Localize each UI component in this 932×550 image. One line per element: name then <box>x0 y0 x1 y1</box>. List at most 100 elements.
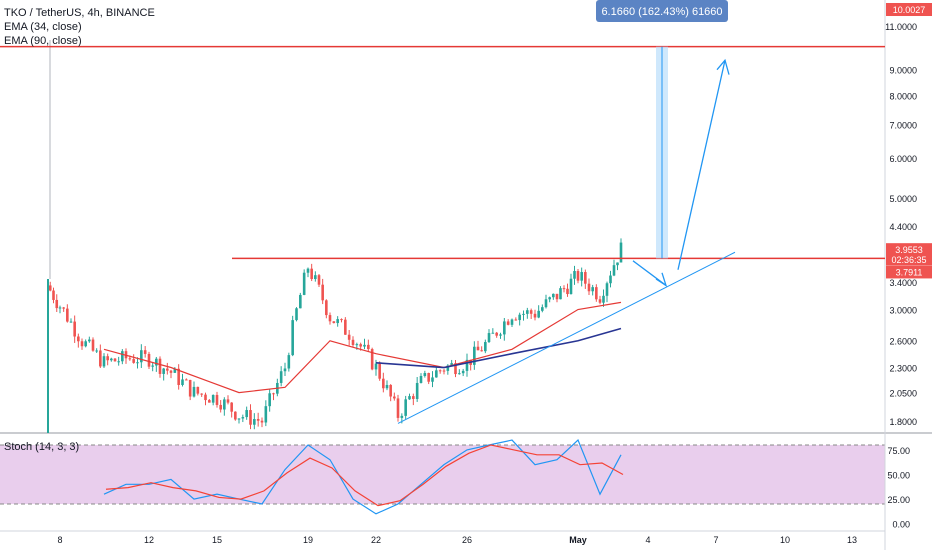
candle-body <box>367 344 370 350</box>
candle-body <box>241 417 245 419</box>
candle-body <box>340 319 343 321</box>
candle-body <box>325 300 328 316</box>
candle-body <box>347 334 351 340</box>
candle-body <box>595 287 598 300</box>
time-tick-label: 8 <box>57 535 62 545</box>
candle-body <box>503 321 506 335</box>
candle-body <box>73 321 76 337</box>
stoch-label[interactable]: Stoch (14, 3, 3) <box>4 441 80 453</box>
candle-body <box>584 272 587 284</box>
candle-body <box>389 384 392 397</box>
price-tick-label: 2.6000 <box>889 337 917 347</box>
ema90-label[interactable]: EMA (90, close) <box>4 35 82 47</box>
symbol-title[interactable]: TKO / TetherUS, 4h, BINANCE <box>4 7 155 19</box>
price-tick-label: 11.0000 <box>885 22 917 32</box>
time-tick-label: 15 <box>212 535 222 545</box>
candle-body <box>396 398 400 418</box>
price-tick-label: 5.0000 <box>889 194 917 204</box>
candle-body <box>427 373 430 382</box>
candle-body <box>62 307 65 309</box>
stoch-tick-label: 25.00 <box>887 495 910 505</box>
candle-body <box>591 287 594 292</box>
candle-body <box>264 406 268 423</box>
candle-body <box>192 386 196 397</box>
candle-body <box>169 370 173 373</box>
candle-body <box>476 346 480 351</box>
time-tick-label: 22 <box>371 535 381 545</box>
candle-body <box>423 373 427 376</box>
candle-body <box>291 320 294 356</box>
candle-body <box>52 290 55 300</box>
time-tick-label: 12 <box>144 535 154 545</box>
candle-body <box>518 314 521 321</box>
candle-body <box>573 271 576 279</box>
candle-body <box>95 350 98 352</box>
candle-body <box>249 410 252 425</box>
candle-body <box>344 319 347 335</box>
stoch-tick-label: 50.00 <box>887 471 910 481</box>
stoch-k-line <box>103 439 622 515</box>
price-tick-label: 4.4000 <box>889 222 917 232</box>
chart-legend: TKO / TetherUS, 4h, BINANCE EMA (34, clo… <box>4 6 155 48</box>
candle-body <box>106 356 109 361</box>
time-tick-label: 7 <box>713 535 718 545</box>
candle-body <box>299 294 302 309</box>
ema34-label[interactable]: EMA (34, close) <box>4 21 82 33</box>
candle-body <box>435 370 438 378</box>
candle-body <box>136 362 139 364</box>
time-tick-label: 4 <box>645 535 650 545</box>
candle-body <box>188 379 192 397</box>
time-axis[interactable]: 8 12 15 19 22 26 May 4 7 10 13 <box>57 535 857 545</box>
candle-body <box>328 315 332 322</box>
candle-body <box>143 350 147 354</box>
candle-body <box>66 308 69 322</box>
candle-body <box>378 363 381 379</box>
candle-body <box>211 394 215 403</box>
candle-body <box>91 339 95 351</box>
stoch-lines-layer <box>103 439 624 515</box>
candle-body <box>605 283 609 296</box>
candle-body <box>555 293 559 300</box>
candle-body <box>526 310 529 314</box>
candle-body <box>559 288 562 300</box>
candle-body <box>580 272 583 281</box>
time-tick-label: May <box>569 535 587 545</box>
candle-body <box>393 396 396 399</box>
price-axis[interactable]: 11.0000 9.0000 8.0000 7.0000 6.0000 5.0000 4.4… <box>885 8 917 427</box>
candle-body <box>302 272 306 295</box>
candle-body <box>253 419 256 425</box>
candle-body <box>321 284 324 301</box>
candle-body <box>522 313 525 315</box>
candle-body <box>548 297 551 300</box>
candle-body <box>355 344 359 346</box>
candle-body <box>576 271 580 281</box>
measure-label-bg <box>596 0 728 22</box>
candle-body <box>533 313 537 318</box>
candle-body <box>408 396 411 400</box>
candle-body <box>529 310 533 314</box>
stoch-d-line <box>105 444 624 507</box>
candle-body <box>541 307 544 311</box>
candle-body <box>314 275 317 280</box>
candle-body <box>566 288 569 295</box>
candle-body <box>147 353 151 367</box>
candle-body <box>166 368 169 371</box>
stoch-axis: 75.00 50.00 25.00 0.00 <box>887 446 910 530</box>
candle-body <box>419 375 423 383</box>
price-tick-label: 6.0000 <box>889 154 917 164</box>
time-tick-label: 10 <box>780 535 790 545</box>
price-tick-label: 3.4000 <box>889 278 917 288</box>
candle-body <box>491 332 495 334</box>
up-arrow-head <box>716 58 730 75</box>
candle-body <box>77 336 80 342</box>
candle-body <box>55 299 59 309</box>
candle-body <box>237 418 241 420</box>
candle-body <box>587 283 591 292</box>
overlays-layer <box>0 45 885 424</box>
candle-body <box>412 396 415 399</box>
candle-body <box>495 332 498 336</box>
candle-body <box>484 342 487 352</box>
candle-body <box>113 358 117 362</box>
candle-body <box>151 365 154 367</box>
